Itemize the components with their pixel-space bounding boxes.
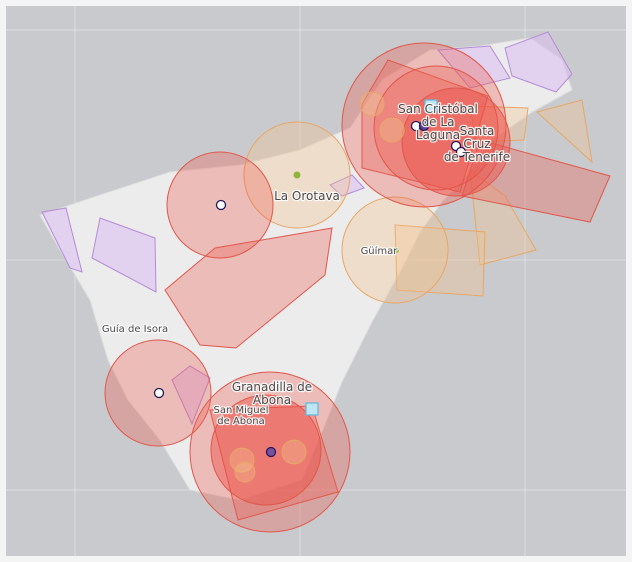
place-label: La Orotava: [274, 189, 340, 203]
place-label: Laguna: [416, 128, 460, 142]
place-label: Güímar: [361, 245, 399, 257]
place-label: de La: [422, 115, 455, 129]
markers: [153, 99, 467, 458]
place-label: San Miguel: [213, 405, 268, 416]
place-label: San Cristóbal: [398, 102, 478, 116]
place-label: Santa: [460, 124, 495, 138]
place-label: de Abona: [217, 416, 264, 427]
place-label: Abona: [253, 393, 291, 407]
place-label: de Tenerife: [444, 150, 510, 164]
place-label: Cruz: [463, 137, 490, 151]
place-label: Guía de Isora: [102, 323, 168, 335]
place-labels: San Cristóbal de La Laguna Santa Cruz de…: [101, 101, 512, 429]
place-label: Granadilla de: [232, 380, 312, 394]
